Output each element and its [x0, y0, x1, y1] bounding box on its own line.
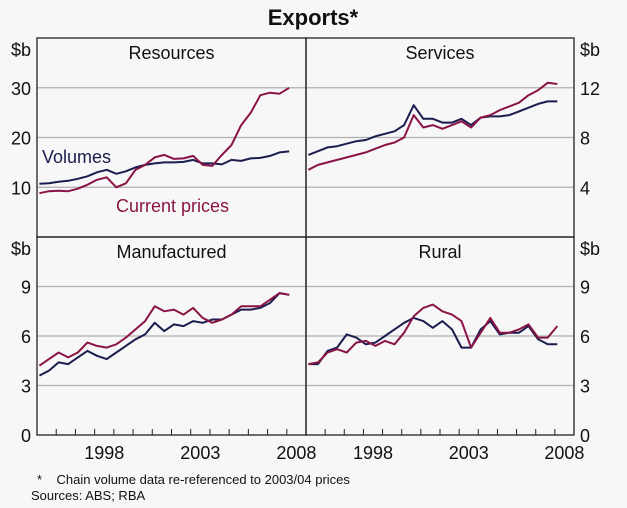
series-line-volumes — [308, 100, 558, 156]
panel-title: Manufactured — [116, 242, 226, 262]
footnote: * Chain volume data re-referenced to 200… — [37, 472, 350, 487]
series-line-volumes — [39, 150, 290, 185]
series-line-current-prices — [307, 81, 558, 171]
y-tick-label: 0 — [580, 426, 590, 446]
panel-manufactured: 0 3 6 9 $b Manufactured 1998 2003 2008 — [11, 236, 316, 463]
unit-label: $b — [580, 40, 600, 60]
panel-frame — [305, 236, 575, 436]
y-tick-label: 3 — [580, 377, 590, 397]
y-tick-label: 6 — [21, 327, 31, 347]
y-tick-label: 3 — [21, 377, 31, 397]
x-tick-label: 2008 — [544, 443, 584, 463]
unit-label: $b — [11, 40, 31, 60]
y-tick-label: 8 — [580, 129, 590, 149]
series-line-current-prices — [308, 303, 559, 366]
x-tick-label: 1998 — [353, 443, 393, 463]
unit-label: $b — [11, 239, 31, 259]
annotation-volumes: Volumes — [42, 147, 111, 167]
y-tick-label: 12 — [580, 79, 600, 99]
x-tick-label: 2003 — [449, 443, 489, 463]
panel-title: Resources — [128, 43, 214, 63]
y-tick-label: 20 — [11, 129, 31, 149]
y-tick-label: 10 — [11, 178, 31, 198]
panel-resources: 10 20 30 $b Resources Volumes Current prices — [11, 37, 307, 238]
y-tick-label: 9 — [21, 278, 31, 298]
y-tick-label: 30 — [11, 79, 31, 99]
x-tick-label: 1998 — [84, 443, 124, 463]
y-tick-label: 0 — [21, 426, 31, 446]
chart-title: Exports* — [268, 5, 359, 30]
panel-title: Rural — [418, 242, 461, 262]
unit-label: $b — [580, 239, 600, 259]
panel-rural: 0 3 6 9 $b Rural 1998 2003 2008 — [305, 236, 600, 463]
y-tick-label: 9 — [580, 278, 590, 298]
y-tick-label: 4 — [580, 178, 590, 198]
series-line-volumes — [38, 292, 290, 377]
panel-title: Services — [405, 43, 474, 63]
annotation-current-prices: Current prices — [116, 196, 229, 216]
series-line-volumes — [308, 316, 558, 366]
x-tick-label: 2003 — [180, 443, 220, 463]
series-line-current-prices — [39, 86, 290, 195]
y-tick-label: 6 — [580, 327, 590, 347]
series-line-current-prices — [38, 292, 290, 367]
sources: Sources: ABS; RBA — [31, 488, 145, 503]
panel-services: 4 8 12 $b Services — [305, 37, 600, 238]
x-tick-label: 2008 — [276, 443, 316, 463]
